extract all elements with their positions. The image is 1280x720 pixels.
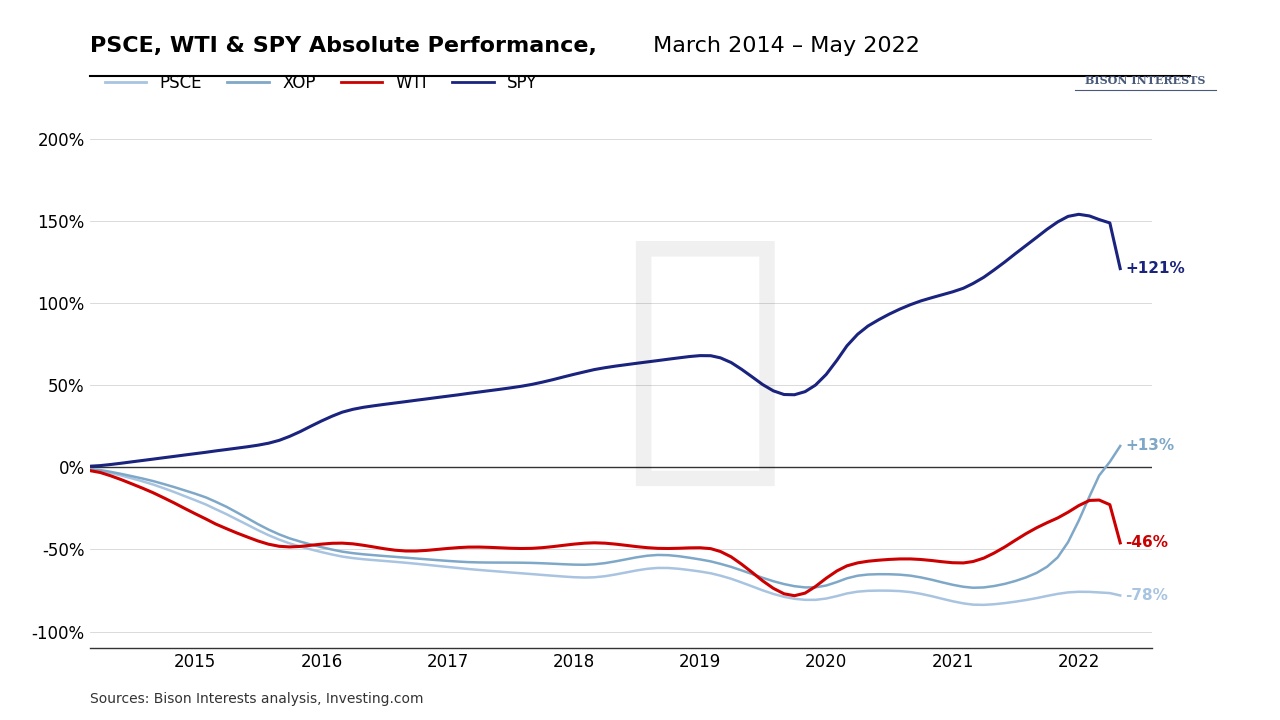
Text: +121%: +121% <box>1125 261 1185 276</box>
Text: BISON INTERESTS: BISON INTERESTS <box>1085 76 1206 86</box>
Text: Sources: Bison Interests analysis, Investing.com: Sources: Bison Interests analysis, Inves… <box>90 692 424 706</box>
Text: +13%: +13% <box>1125 438 1175 454</box>
Legend: PSCE, XOP, WTI, SPY: PSCE, XOP, WTI, SPY <box>99 68 544 99</box>
Text: PSCE, WTI & SPY Absolute Performance,: PSCE, WTI & SPY Absolute Performance, <box>90 36 596 56</box>
Text: -46%: -46% <box>1125 536 1169 550</box>
Text: -78%: -78% <box>1125 588 1169 603</box>
Text: March 2014 – May 2022: March 2014 – May 2022 <box>646 36 920 56</box>
Text: 🦬: 🦬 <box>621 225 787 495</box>
